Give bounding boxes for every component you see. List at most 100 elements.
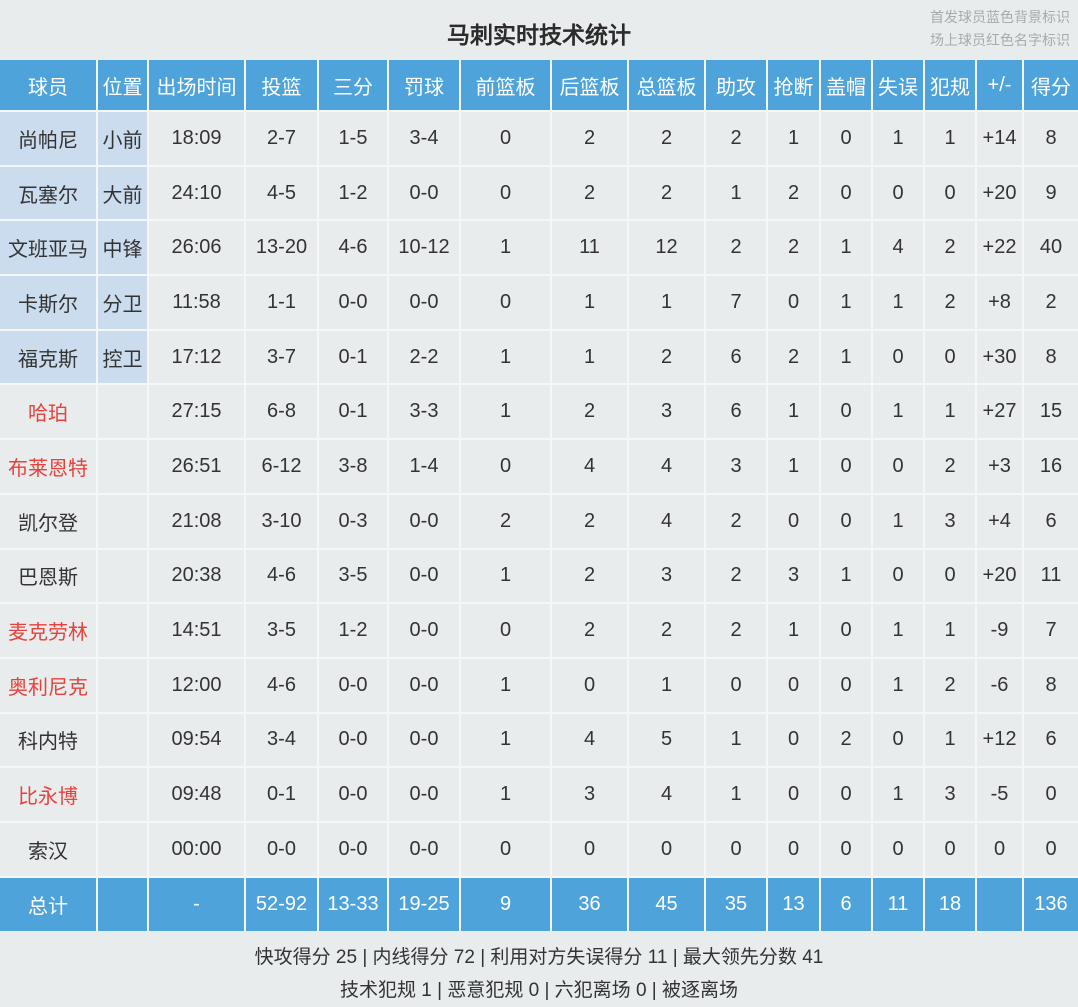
column-header: 后篮板 bbox=[551, 60, 629, 112]
player-position-cell bbox=[97, 384, 149, 441]
stat-cell: 2 bbox=[924, 439, 977, 495]
page-title: 马刺实时技术统计 bbox=[447, 22, 631, 48]
total-stat-cell: 35 bbox=[705, 876, 768, 931]
stat-cell: 0-0 bbox=[318, 821, 389, 878]
stat-cell: 1 bbox=[872, 111, 925, 167]
player-position-cell bbox=[97, 657, 149, 714]
column-header: 总篮板 bbox=[628, 60, 706, 112]
stat-cell: 16 bbox=[1023, 439, 1078, 495]
column-header: 失误 bbox=[872, 60, 925, 112]
stat-cell: 2 bbox=[628, 165, 706, 222]
column-header: 犯规 bbox=[924, 60, 977, 112]
column-header: 助攻 bbox=[705, 60, 768, 112]
stat-cell: 2 bbox=[767, 329, 821, 386]
player-row: 福克斯 控卫 17:12 3-7 0-1 2-2 1 1 2 6 2 1 0 0 +30 8 bbox=[0, 329, 1078, 386]
stat-cell: 2 bbox=[705, 493, 768, 550]
stat-cell: 0 bbox=[924, 548, 977, 605]
stat-cell: 1 bbox=[872, 603, 925, 659]
stat-cell: 0-0 bbox=[318, 712, 389, 769]
total-stat-cell: 13 bbox=[767, 876, 821, 931]
total-stat-cell: 9 bbox=[460, 876, 552, 931]
stat-cell: 11:58 bbox=[148, 275, 246, 331]
stat-cell: 0 bbox=[460, 111, 552, 167]
stat-cell: 3 bbox=[551, 767, 629, 823]
stat-cell: 3-5 bbox=[318, 548, 389, 605]
stat-cell: 4-5 bbox=[245, 165, 319, 222]
stat-cell: 1 bbox=[872, 493, 925, 550]
player-row: 比永博 09:48 0-1 0-0 0-0 1 3 4 1 0 0 1 3 -5 0 bbox=[0, 767, 1078, 823]
player-position-cell bbox=[97, 712, 149, 769]
summary-line-2: 技术犯规 1 | 恶意犯规 0 | 六犯离场 0 | 被逐离场 bbox=[339, 979, 739, 1001]
stat-cell: 1 bbox=[767, 111, 821, 167]
stat-cell: 1 bbox=[767, 603, 821, 659]
stat-cell: 0-0 bbox=[388, 821, 461, 878]
total-row: 总计 -52-92 13-33 19-25 9 36 45 35 13 6 11 18 136 bbox=[0, 876, 1078, 931]
player-position-cell bbox=[97, 493, 149, 550]
total-stat-cell bbox=[976, 876, 1024, 931]
stat-cell: 4 bbox=[628, 767, 706, 823]
stat-cell: 2 bbox=[628, 603, 706, 659]
stat-cell: 2 bbox=[551, 384, 629, 441]
stat-cell: 3-7 bbox=[245, 329, 319, 386]
stat-cell: 0 bbox=[976, 821, 1024, 878]
title-bar: 马刺实时技术统计 首发球员蓝色背景标识 场上球员红色名字标识 bbox=[0, 0, 1078, 60]
player-position-cell bbox=[97, 767, 149, 823]
stat-cell: 0-0 bbox=[245, 821, 319, 878]
stat-cell: 0 bbox=[551, 657, 629, 714]
total-stat-cell: 52-92 bbox=[245, 876, 319, 931]
stat-cell: 4 bbox=[551, 439, 629, 495]
player-position-cell bbox=[97, 603, 149, 659]
stat-cell: +30 bbox=[976, 329, 1024, 386]
player-name-cell: 文班亚马 bbox=[0, 220, 98, 277]
stat-cell: 0 bbox=[460, 821, 552, 878]
stat-cell: 1 bbox=[628, 275, 706, 331]
stat-cell: 0-1 bbox=[318, 329, 389, 386]
stat-cell: 0 bbox=[820, 657, 873, 714]
stat-cell: 2 bbox=[705, 111, 768, 167]
player-name-cell: 索汉 bbox=[0, 821, 98, 878]
stat-cell: 0 bbox=[872, 165, 925, 222]
player-row: 麦克劳林 14:51 3-5 1-2 0-0 0 2 2 2 1 0 1 1 -9 7 bbox=[0, 603, 1078, 659]
stat-cell: 2 bbox=[551, 165, 629, 222]
stat-cell: 1-1 bbox=[245, 275, 319, 331]
stat-cell: 1 bbox=[820, 329, 873, 386]
stat-cell: 1 bbox=[460, 220, 552, 277]
player-name-cell: 麦克劳林 bbox=[0, 603, 98, 659]
stat-cell: 10-12 bbox=[388, 220, 461, 277]
player-row: 哈珀 27:15 6-8 0-1 3-3 1 2 3 6 1 0 1 1 +27 15 bbox=[0, 384, 1078, 441]
total-position-cell bbox=[97, 876, 149, 931]
stat-cell: 0 bbox=[767, 493, 821, 550]
stat-cell: 1 bbox=[924, 384, 977, 441]
header-row: 球员 位置 出场时间 投篮 三分 罚球 前篮板 后篮板 总篮板 助攻 抢断 盖帽 失误 犯规 +/- 得分 bbox=[0, 60, 1078, 112]
stat-cell: 2 bbox=[767, 220, 821, 277]
stat-cell: 0-0 bbox=[388, 165, 461, 222]
stat-cell: 1 bbox=[551, 329, 629, 386]
stat-cell: 1 bbox=[820, 548, 873, 605]
stat-cell: 3-8 bbox=[318, 439, 389, 495]
player-name-cell: 卡斯尔 bbox=[0, 275, 98, 331]
stat-cell: 3 bbox=[767, 548, 821, 605]
stat-cell: 1 bbox=[767, 439, 821, 495]
stat-cell: 2 bbox=[1023, 275, 1078, 331]
stat-cell: 0 bbox=[820, 493, 873, 550]
stat-cell: 3-4 bbox=[388, 111, 461, 167]
legend: 首发球员蓝色背景标识 场上球员红色名字标识 bbox=[930, 6, 1070, 52]
total-label-cell: 总计 bbox=[0, 876, 98, 931]
stat-cell: 0 bbox=[767, 712, 821, 769]
stat-cell: 2 bbox=[551, 548, 629, 605]
stat-cell: 1 bbox=[628, 657, 706, 714]
stat-cell: 0-1 bbox=[318, 384, 389, 441]
stat-cell: 0 bbox=[820, 111, 873, 167]
stat-cell: 27:15 bbox=[148, 384, 246, 441]
stat-cell: 2 bbox=[924, 275, 977, 331]
stat-cell: 1 bbox=[460, 657, 552, 714]
stat-cell: 4-6 bbox=[318, 220, 389, 277]
stat-cell: 9 bbox=[1023, 165, 1078, 222]
stat-cell: 4-6 bbox=[245, 657, 319, 714]
column-header: 罚球 bbox=[388, 60, 461, 112]
stat-cell: 0 bbox=[767, 767, 821, 823]
player-row: 卡斯尔 分卫 11:58 1-1 0-0 0-0 0 1 1 7 0 1 1 2 +8 2 bbox=[0, 275, 1078, 331]
stat-cell: 0-0 bbox=[318, 767, 389, 823]
stat-cell: 2 bbox=[705, 220, 768, 277]
stat-cell: 13-20 bbox=[245, 220, 319, 277]
